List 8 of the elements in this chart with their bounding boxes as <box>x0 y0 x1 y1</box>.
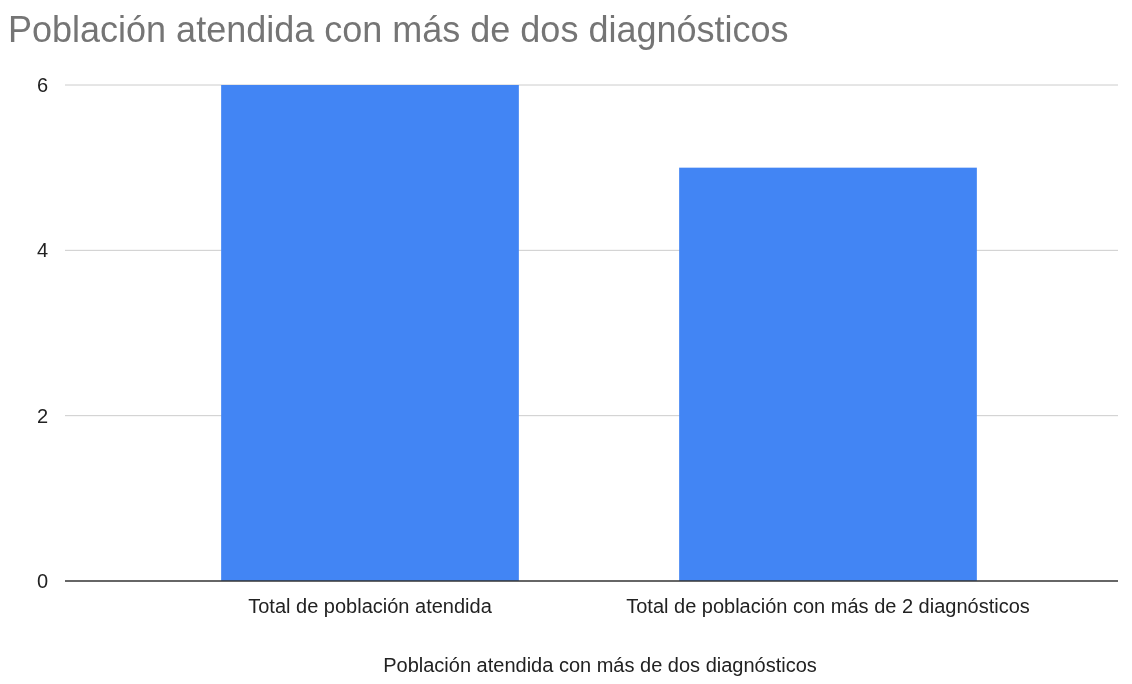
y-tick-label: 0 <box>36 570 48 592</box>
x-axis-title: Población atendida con más de dos diagnósticos <box>383 654 817 676</box>
y-tick-label: 6 <box>36 74 48 96</box>
y-tick-label: 4 <box>36 239 48 262</box>
chart-title: Población atendida con más de dos diagnósticos <box>8 9 789 50</box>
x-tick-label: Total de población con más de 2 diagnósticos <box>626 595 1030 617</box>
y-tick-label: 2 <box>36 404 48 427</box>
x-tick-label: Total de población atendida <box>248 595 493 617</box>
